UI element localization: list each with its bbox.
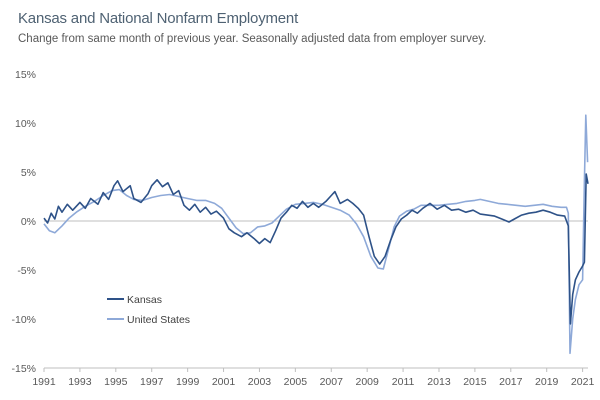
x-tick-label: 2015: [463, 376, 487, 388]
x-tick-label: 2005: [284, 376, 308, 388]
x-tick-label: 1991: [32, 376, 56, 388]
x-tick-label: 2021: [571, 376, 595, 388]
chart-title: Kansas and National Nonfarm Employment: [18, 10, 299, 27]
y-tick-label: 10%: [15, 118, 36, 130]
series-lines: [43, 114, 589, 355]
x-tick-label: 2007: [320, 376, 344, 388]
legend-label: United States: [127, 314, 190, 326]
x-tick-label: 2011: [392, 376, 415, 388]
x-tick-label: 2001: [212, 376, 236, 388]
legend: Kansas United States: [107, 294, 190, 326]
x-tick-label: 2013: [427, 376, 451, 388]
chart-subtitle: Change from same month of previous year.…: [18, 33, 487, 45]
x-tick-label: 1997: [140, 376, 164, 388]
x-tick-label: 2017: [499, 376, 523, 388]
x-axis: 1991 1993 1995 1997 1999 2001 2003 2005 2007 2009…: [32, 220, 595, 388]
y-tick-label: -10%: [11, 314, 36, 326]
x-tick-label: 1995: [104, 376, 128, 388]
x-tick-label: 1999: [176, 376, 200, 388]
x-tick-label: 2009: [355, 376, 379, 388]
series-line-united-states: [43, 114, 589, 355]
legend-label: Kansas: [127, 294, 162, 306]
y-tick-label: 5%: [21, 167, 36, 179]
x-tick-label: 1993: [68, 376, 92, 388]
y-axis-labels: 15% 10% 5% 0% -5% -10% -15%: [11, 69, 36, 375]
x-tick-label: 2003: [248, 376, 272, 388]
y-tick-label: 0%: [21, 216, 36, 228]
y-tick-label: -15%: [11, 363, 36, 375]
x-tick-label: 2019: [535, 376, 559, 388]
series-line-kansas: [43, 173, 589, 325]
y-tick-label: 15%: [15, 69, 36, 81]
y-tick-label: -5%: [17, 265, 36, 277]
